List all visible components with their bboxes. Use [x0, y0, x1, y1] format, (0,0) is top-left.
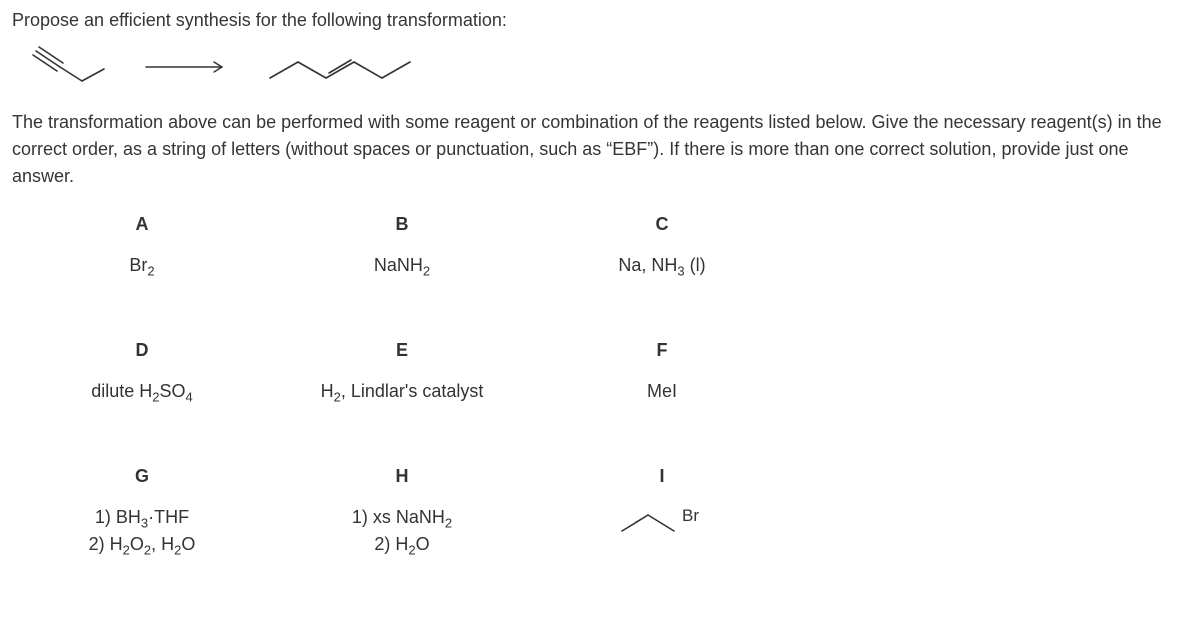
reagent-letter: I: [562, 466, 762, 487]
reagent-formula: Na, NH3 (l): [562, 253, 762, 280]
bromine-label: Br: [682, 506, 699, 525]
reagent-formula: 1) BH3·THF2) H2O2, H2O: [42, 505, 242, 559]
reagent-B: B NaNH2: [272, 214, 532, 280]
reaction-arrow-icon: [142, 57, 232, 77]
reagent-letter: G: [42, 466, 242, 487]
reagent-grid: A Br2 B NaNH2 C Na, NH3 (l) D dilute H2S…: [42, 214, 1188, 559]
reagent-formula: 1) xs NaNH22) H2O: [272, 505, 532, 559]
structure-ethyl-bromide: Br: [612, 505, 712, 539]
reagent-letter: A: [42, 214, 242, 235]
reagent-letter: E: [272, 340, 532, 361]
structure-product: [262, 50, 422, 84]
reagent-formula: MeI: [562, 379, 762, 403]
structure-start: [22, 45, 112, 89]
reagent-formula: dilute H2SO4: [42, 379, 242, 406]
reagent-I: I Br: [562, 466, 762, 559]
reagent-formula: Br2: [42, 253, 242, 280]
reaction-scheme: [22, 45, 1178, 89]
reagent-formula: H2, Lindlar's catalyst: [272, 379, 532, 406]
reagent-letter: H: [272, 466, 532, 487]
reagent-F: F MeI: [562, 340, 762, 406]
reagent-letter: D: [42, 340, 242, 361]
question-text: Propose an efficient synthesis for the f…: [12, 10, 1188, 31]
reagent-H: H 1) xs NaNH22) H2O: [272, 466, 532, 559]
reagent-D: D dilute H2SO4: [42, 340, 242, 406]
reagent-letter: C: [562, 214, 762, 235]
reagent-formula: NaNH2: [272, 253, 532, 280]
reagent-letter: B: [272, 214, 532, 235]
reagent-E: E H2, Lindlar's catalyst: [272, 340, 532, 406]
reagent-A: A Br2: [42, 214, 242, 280]
instructions-text: The transformation above can be performe…: [12, 109, 1188, 190]
reagent-G: G 1) BH3·THF2) H2O2, H2O: [42, 466, 242, 559]
reagent-C: C Na, NH3 (l): [562, 214, 762, 280]
reagent-formula: Br: [562, 505, 762, 545]
reagent-letter: F: [562, 340, 762, 361]
